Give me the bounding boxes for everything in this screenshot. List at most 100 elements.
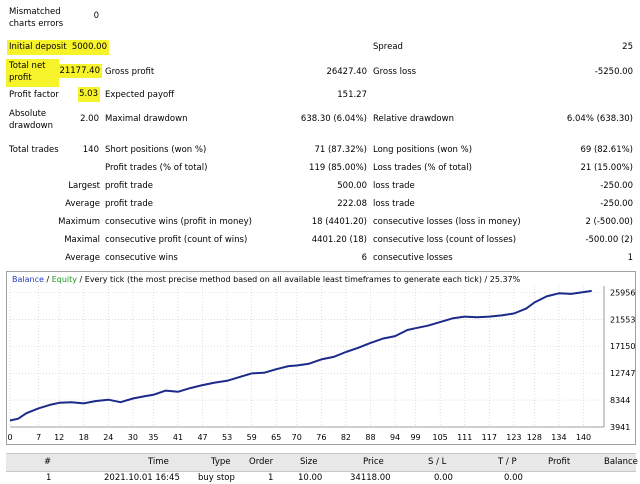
col-size[interactable]: Size [300,457,318,467]
relative-drawdown-value: 6.04% (638.30) [566,114,633,124]
cell-price: 34118.00 [350,473,391,483]
col-price[interactable]: Price [363,457,384,467]
largest-loss-label: loss trade [373,181,415,191]
y-tick-label: 3941 [610,423,630,432]
col-type[interactable]: Type [211,457,231,467]
maximal-drawdown-value: 638.30 (6.04%) [300,114,367,124]
average-label: Average [65,199,100,209]
avg-consecutive-wins-value: 6 [361,253,367,263]
largest-profit-label: profit trade [105,181,153,191]
long-positions-label: Long positions (won %) [373,145,473,155]
col-stop-loss[interactable]: S / L [428,457,447,467]
average-consecutive-label: Average [65,253,100,263]
col-number[interactable]: # [44,457,52,467]
cell-number: 1 [46,473,52,483]
x-tick-label: 105 [432,433,447,442]
x-tick-label: 30 [128,433,138,442]
col-profit[interactable]: Profit [548,457,571,467]
total-trades-label: Total trades [9,145,59,155]
gross-loss-label: Gross loss [373,67,417,77]
x-tick-label: 18 [79,433,89,442]
legend-equity: Equity [51,275,77,284]
legend-balance: Balance [12,275,44,284]
x-tick-label: 70 [292,433,302,442]
avg-consecutive-losses-value: 1 [627,253,633,263]
max-consecutive-wins-label: consecutive wins (profit in money) [105,217,252,227]
max-consecutive-losses-value: 2 (-500.00) [585,217,633,227]
x-tick-label: 82 [341,433,351,442]
col-order[interactable]: Order [249,457,274,467]
y-tick-label: 25956 [610,288,635,297]
gross-loss-value: -5250.00 [594,67,633,77]
maximal-consecutive-loss-label: consecutive loss (count of losses) [373,235,517,245]
balance-line [9,289,592,422]
y-tick-label: 8344 [610,396,630,405]
legend-separator: / [43,275,52,284]
x-tick-label: 35 [148,433,158,442]
loss-trades-value: 21 (15.00%) [580,163,633,173]
avg-consecutive-wins-label: consecutive wins [105,253,178,263]
max-consecutive-wins-value: 18 (4401.20) [311,217,367,227]
x-tick-label: 94 [390,433,400,442]
y-tick-label: 12747 [610,369,635,378]
largest-label: Largest [68,181,100,191]
x-tick-label: 134 [551,433,566,442]
absolute-drawdown-value: 2.00 [80,114,99,124]
expected-payoff-label: Expected payoff [105,90,175,100]
largest-profit-value: 500.00 [337,181,367,191]
col-time[interactable]: Time [148,457,169,467]
average-loss-value: -250.00 [600,199,633,209]
x-tick-label: 41 [173,433,183,442]
cell-type: buy stop [198,473,235,483]
short-positions-label: Short positions (won %) [105,145,207,155]
cell-size: 10.00 [298,473,323,483]
x-tick-label: 65 [271,433,281,442]
chart-plot-svg: 0 7 12 18 24 30 35 41 47 53 59 65 70 76 82 88 94 99 105 111… [7,286,635,442]
col-take-profit[interactable]: T / P [498,457,517,467]
y-tick-label: 21553 [610,315,635,324]
short-positions-value: 71 (87.32%) [314,145,367,155]
spread-value: 25 [622,42,633,52]
x-tick-label: 47 [197,433,207,442]
total-trades-value: 140 [82,145,99,155]
mismatched-charts-errors-value: 0 [93,11,99,21]
profit-trades-label: Profit trades (% of total) [105,163,208,173]
initial-deposit-label: Initial deposit [7,40,69,55]
x-tick-label: 0 [7,433,12,442]
x-tick-label: 123 [506,433,521,442]
x-tick-label: 88 [365,433,375,442]
profit-factor-value: 5.03 [78,87,100,102]
avg-consecutive-losses-label: consecutive losses [373,253,453,263]
cell-order: 1 [268,473,274,483]
table-row[interactable]: 1 2021.10.01 16:45 buy stop 1 10.00 3411… [6,472,636,484]
max-consecutive-losses-label: consecutive losses (loss in money) [373,217,521,227]
average-profit-label: profit trade [105,199,153,209]
relative-drawdown-label: Relative drawdown [373,114,454,124]
mismatched-charts-errors-label: Mismatched charts errors [9,7,64,29]
loss-trades-label: Loss trades (% of total) [373,163,472,173]
average-loss-label: loss trade [373,199,415,209]
cell-time: 2021.10.01 16:45 [104,473,180,483]
maximum-label: Maximum [58,217,100,227]
largest-loss-value: -250.00 [600,181,633,191]
x-tick-label: 140 [576,433,591,442]
balance-chart: Balance / Equity / Every tick (the most … [6,271,636,445]
cell-take-profit: 0.00 [504,473,523,483]
expected-payoff-value: 151.27 [337,90,367,100]
absolute-drawdown-label: Absolute drawdown [9,109,53,131]
maximal-drawdown-label: Maximal drawdown [105,114,188,124]
deals-table-header: # Time Type Order Size Price S / L T / P… [6,453,638,472]
maximal-consecutive-loss-value: -500.00 (2) [585,235,633,245]
x-tick-label: 111 [457,433,472,442]
col-balance[interactable]: Balance [604,457,638,467]
x-tick-label: 24 [103,433,113,442]
long-positions-value: 69 (82.61%) [580,145,633,155]
cell-stop-loss: 0.00 [434,473,453,483]
total-net-profit-value: 21177.40 [56,64,102,78]
gross-profit-label: Gross profit [105,67,155,77]
x-tick-label: 99 [410,433,420,442]
initial-deposit-value: 5000.00 [67,40,109,55]
x-tick-label: 117 [482,433,497,442]
chart-legend: Balance / Equity / Every tick (the most … [12,274,520,285]
average-profit-value: 222.08 [337,199,367,209]
